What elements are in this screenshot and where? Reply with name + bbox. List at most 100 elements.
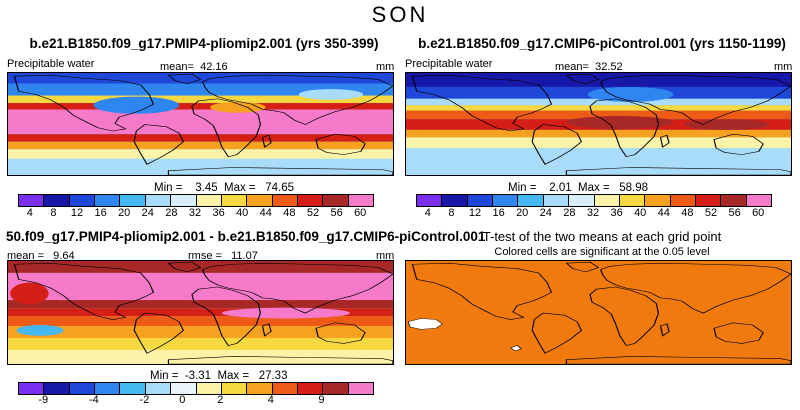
colorbar-swatch: [120, 383, 146, 394]
bottom-left-min-label: Min =: [150, 370, 179, 382]
map-band: [8, 300, 393, 309]
top-left-colorbar: [18, 194, 374, 207]
top-right-min-value: 2.01: [549, 182, 572, 194]
map-band: [8, 272, 393, 301]
colorbar-tick-label: 28: [563, 207, 576, 219]
bottom-left-map: [7, 260, 394, 365]
colorbar-tick-label: 12: [468, 207, 482, 219]
bottom-left-rmse-value: 11.07: [231, 250, 258, 262]
top-right-minmax: Min = 2.01 Max = 58.98: [508, 182, 648, 194]
colorbar-swatch: [323, 383, 349, 394]
top-left-mean-label: mean=: [160, 61, 194, 73]
colorbar-tick-label: 44: [657, 207, 670, 219]
colorbar-swatch: [44, 195, 70, 206]
map-band: [406, 137, 791, 149]
map-band: [8, 83, 393, 96]
map-band: [8, 103, 393, 110]
colorbar-tick-label: 24: [141, 207, 154, 219]
top-right-map-svg: [406, 73, 791, 175]
top-right-max-label: Max =: [578, 182, 610, 194]
colorbar-tick-label: 4: [424, 207, 431, 219]
map-band: [8, 308, 393, 317]
top-right-mean: mean= 32.52: [555, 61, 623, 73]
colorbar-swatch: [543, 195, 570, 206]
top-left-units: mm: [376, 61, 395, 73]
colorbar-swatch: [348, 383, 374, 394]
colorbar-tick-label: 20: [118, 207, 131, 219]
colorbar-tick-label: 32: [188, 207, 202, 219]
colorbar-swatch: [297, 195, 324, 206]
bottom-left-max-label: Max =: [217, 370, 250, 382]
colorbar-tick-label: 8: [448, 207, 455, 219]
map-blob: [587, 86, 674, 102]
colorbar-swatch: [323, 195, 349, 206]
colorbar-tick-label: 60: [752, 207, 765, 219]
colorbar-swatch: [171, 195, 197, 206]
map-band: [8, 134, 393, 142]
top-right-units: mm: [774, 61, 793, 73]
bottom-left-units: mm: [376, 250, 395, 262]
bottom-left-rmse: rmse = 11.07: [188, 250, 258, 262]
colorbar-swatch: [670, 195, 696, 206]
colorbar-tick-label: 8: [50, 207, 57, 219]
map-band: [8, 141, 393, 150]
colorbar-swatch: [19, 383, 45, 394]
top-right-map: [405, 72, 792, 176]
colorbar-tick-label: 20: [516, 207, 529, 219]
colorbar-swatch: [272, 195, 298, 206]
top-right-min-label: Min =: [508, 182, 537, 194]
bottom-left-map-svg: [8, 261, 393, 364]
bottom-left-colorbar-ticks: -9 -4 -2 0 2 4 9: [18, 394, 372, 408]
top-right-colorbar: [416, 194, 772, 207]
colorbar-swatch: [145, 383, 172, 394]
map-blob: [93, 96, 180, 114]
map-band: [8, 316, 393, 327]
bottom-left-rmse-label: rmse =: [188, 250, 222, 262]
colorbar-swatch: [69, 195, 96, 206]
colorbar-swatch: [196, 195, 222, 206]
colorbar-tick-label: 52: [704, 207, 718, 219]
colorbar-swatch: [247, 383, 273, 394]
colorbar-tick-label: 2: [217, 394, 224, 406]
insignificant-area: [407, 318, 443, 330]
bottom-left-max-value: 27.33: [258, 370, 288, 382]
colorbar-tick-label: 40: [236, 207, 249, 219]
colorbar-tick-label: 40: [634, 207, 647, 219]
colorbar-tick-label: 4: [26, 207, 33, 219]
colorbar-tick-label: 48: [283, 207, 296, 219]
colorbar-swatch: [171, 383, 197, 394]
top-left-max-value: 74.65: [265, 182, 295, 194]
colorbar-tick-label: 48: [681, 207, 694, 219]
colorbar-swatch: [297, 383, 324, 394]
season-title: SON: [371, 2, 429, 27]
map-band: [406, 105, 791, 111]
top-right-mean-label: mean=: [555, 61, 589, 73]
colorbar-swatch: [272, 383, 298, 394]
colorbar-swatch: [442, 195, 468, 206]
colorbar-swatch: [19, 195, 45, 206]
map-band: [8, 109, 393, 135]
map-band: [8, 73, 393, 84]
colorbar-tick-label: 32: [586, 207, 600, 219]
colorbar-tick-label: 56: [728, 207, 741, 219]
bottom-left-mean: mean = 9.64: [7, 250, 75, 262]
top-right-mean-value: 32.52: [595, 61, 623, 73]
map-blob: [16, 324, 64, 336]
map-band: [406, 73, 791, 87]
top-right-colorbar-ticks: 4 8 12 16 20 24 28 32 36 40 44 48 52 56 60: [416, 207, 770, 221]
map-band: [406, 148, 791, 175]
top-left-min-label: Min =: [154, 182, 183, 194]
bottom-left-title: 50.f09_g17.PMIP4-pliomip2.001 - b.e21.B1…: [6, 229, 486, 244]
map-band: [406, 98, 791, 106]
colorbar-tick-label: 24: [539, 207, 552, 219]
bottom-left-colorbar: [18, 382, 374, 395]
bottom-right-map: [405, 260, 792, 365]
colorbar-swatch: [247, 195, 273, 206]
colorbar-tick-label: 16: [94, 207, 107, 219]
map-blob: [221, 307, 351, 319]
bottom-right-title: T-test of the two means at each grid poi…: [482, 229, 722, 244]
colorbar-swatch: [221, 195, 248, 206]
colorbar-tick-label: 9: [318, 394, 325, 406]
map-band: [8, 158, 393, 175]
top-left-colorbar-ticks: 4 8 12 16 20 24 28 32 36 40 44 48 52 56 60: [18, 207, 372, 221]
